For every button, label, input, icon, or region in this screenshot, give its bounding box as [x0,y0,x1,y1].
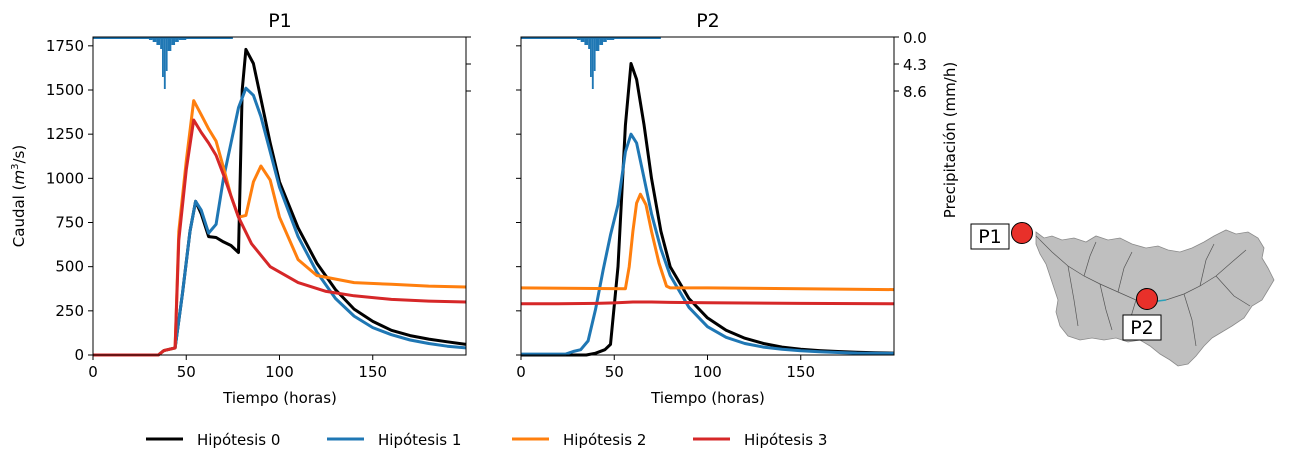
map-label-p1: P1 [978,226,1002,248]
series-line-3 [93,118,467,357]
panel-title-p1: P1 [268,10,292,32]
map-label-box-p1 [970,223,1010,250]
legend-label: Hipótesis 2 [563,431,646,449]
map-label-box-p2 [1122,314,1162,341]
precipitation-bar [165,37,168,71]
legend-label: Hipótesis 0 [197,431,280,449]
x-tick-label: 0 [516,363,526,381]
legend-label: Hipótesis 1 [378,431,461,449]
y-tick-label: 1500 [46,81,84,99]
y-tick-label: 1750 [46,37,84,55]
series-line-2 [520,192,895,292]
precipitation-bars-p2 [521,37,661,89]
precipitation-bar [152,37,157,42]
precipitation-bar [167,37,172,51]
y-tick-label: 500 [55,258,84,276]
y-axis-label-p1: Caudal (m3/s) [10,145,28,247]
axes-frame-p2 [520,36,895,356]
x-tick-label: 150 [786,363,815,381]
precipitation-bar [160,37,163,49]
y-tick-label: 1250 [46,125,84,143]
basin-map: P1 P2 [970,222,1275,367]
y-tick-label: 250 [55,302,84,320]
x-axis-label-p2: Tiempo (horas) [650,389,765,407]
precipitation-bar [595,37,600,51]
x-axis-label-p1: Tiempo (horas) [222,389,337,407]
legend-label: Hipótesis 3 [744,431,827,449]
precipitation-bar [590,37,592,77]
precipitation-bar [175,37,179,42]
map-point-p1 [1011,222,1033,244]
legend-item: Hipótesis 0 [146,431,280,449]
precipitation-bars-p1 [93,37,233,89]
legend-item: Hipótesis 3 [693,431,827,449]
series-line-1 [93,86,467,357]
x-tick-label: 150 [358,363,387,381]
legend: Hipótesis 0 Hipótesis 1 Hipótesis 2 Hipó… [146,431,827,449]
precipitation-bar [162,37,164,77]
series-lines-p2 [520,62,895,357]
panel-title-p2: P2 [696,10,720,32]
precipitation-bar [580,37,585,42]
x-tick-label: 100 [265,363,294,381]
precipitation-bar [599,37,604,45]
precipitation-bar [603,37,607,42]
map-point-p2 [1136,288,1158,310]
series-line-0 [93,47,467,357]
series-lines-p1 [93,47,467,357]
precipitation-bar [588,37,591,49]
y2-tick-label: 8.6 [903,83,927,101]
x-tick-label: 50 [605,363,624,381]
y-tick-label: 0 [74,346,84,364]
legend-item: Hipótesis 1 [327,431,461,449]
series-line-0 [521,62,895,357]
legend-item: Hipótesis 2 [512,431,646,449]
series-line-2 [93,99,467,357]
x-tick-label: 0 [88,363,98,381]
series-line-1 [521,132,895,356]
precipitation-bar [584,37,589,45]
precipitation-bar [163,37,166,89]
y-tick-label: 750 [55,214,84,232]
x-tick-label: 50 [177,363,196,381]
x-tick-label: 100 [693,363,722,381]
precipitation-bar [591,37,594,89]
precipitation-bar [156,37,161,45]
precipitation-bar [171,37,176,45]
y-tick-label: 1000 [46,169,84,187]
y2-tick-label: 0.0 [903,29,927,47]
y2-axis-label: Precipitación (mm/h) [941,62,959,218]
series-line-3 [521,300,895,306]
y2-tick-label: 4.3 [903,56,927,74]
panel-p2: P2 0 50 100 150 Tiempo (horas) 0.0 4.3 8.6 … [516,10,959,407]
precipitation-bar [593,37,596,71]
map-label-p2: P2 [1130,317,1154,339]
axes-frame-p1 [92,36,467,356]
